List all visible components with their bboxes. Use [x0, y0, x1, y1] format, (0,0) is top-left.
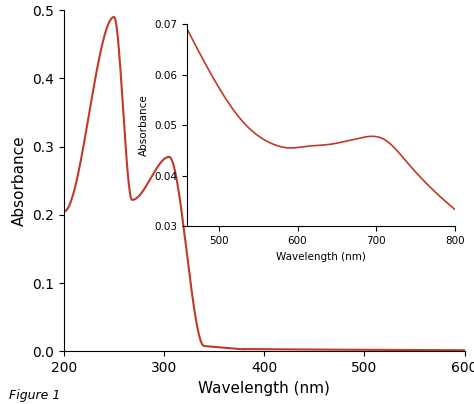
Y-axis label: Absorbance: Absorbance — [12, 135, 27, 226]
Text: Figure 1: Figure 1 — [9, 389, 61, 402]
Y-axis label: Absorbance: Absorbance — [139, 95, 149, 156]
X-axis label: Wavelength (nm): Wavelength (nm) — [198, 381, 330, 396]
X-axis label: Wavelength (nm): Wavelength (nm) — [276, 252, 366, 261]
